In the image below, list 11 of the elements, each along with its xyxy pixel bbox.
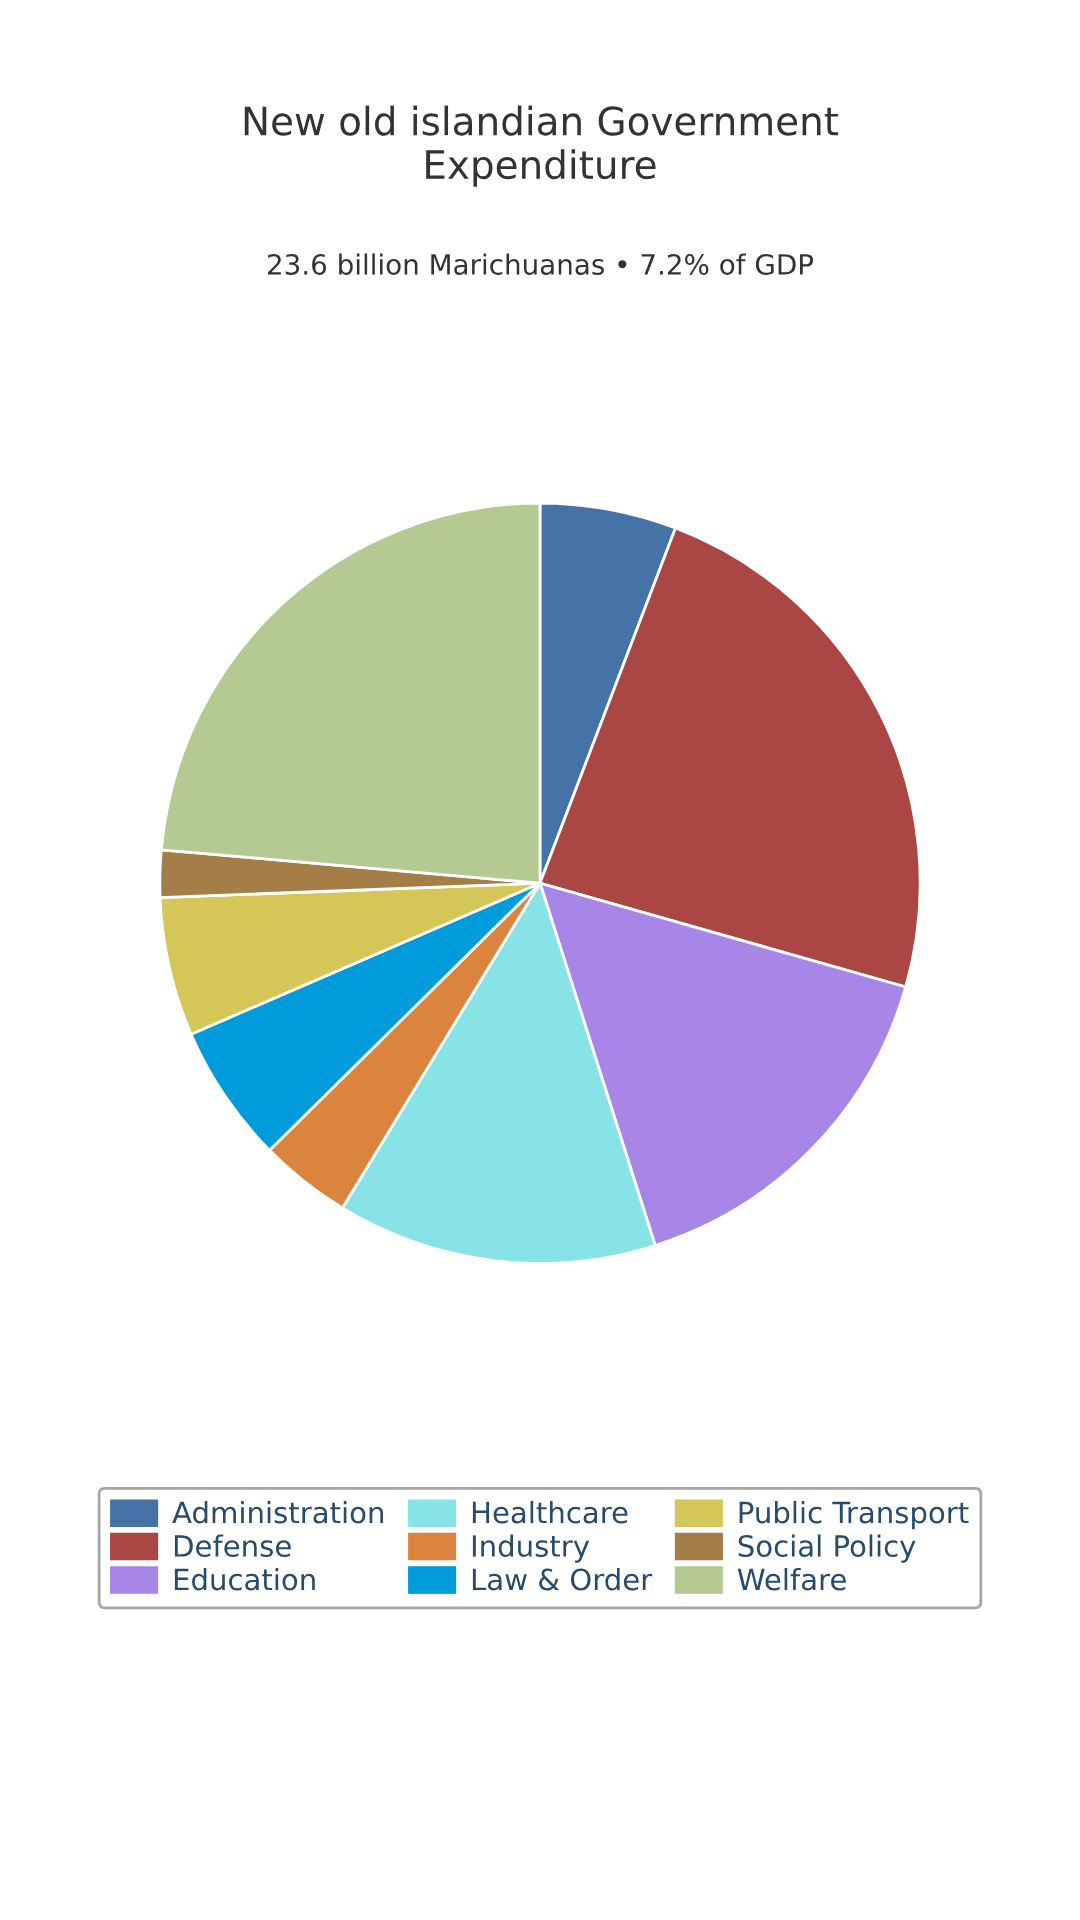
legend-label: Social Policy — [738, 1534, 916, 1563]
chart-subtitle: 23.6 billion Marichuanas • 7.2% of GDP — [268, 253, 814, 275]
chart-title: New old islandian Government Expenditure — [244, 105, 839, 187]
legend-label: Law & Order — [472, 1567, 653, 1591]
legend-label: Healthcare — [472, 1500, 628, 1524]
legend-label: Public Transport — [739, 1500, 969, 1530]
legend-label: Welfare — [737, 1567, 846, 1591]
legend-label: Defense — [174, 1534, 291, 1558]
legend-label: Industry — [472, 1534, 590, 1563]
legend-label: Administration — [172, 1500, 383, 1524]
legend-label: Education — [174, 1567, 315, 1591]
